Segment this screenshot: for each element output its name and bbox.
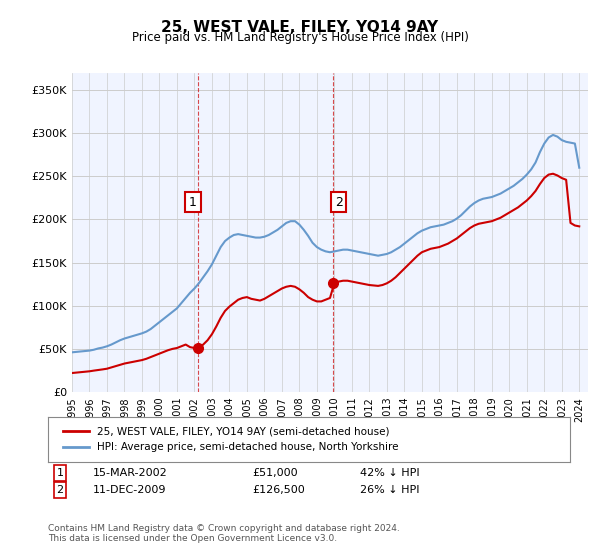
Text: 11-DEC-2009: 11-DEC-2009 bbox=[93, 485, 167, 495]
Text: £126,500: £126,500 bbox=[252, 485, 305, 495]
Text: 2: 2 bbox=[56, 485, 64, 495]
Text: 15-MAR-2002: 15-MAR-2002 bbox=[93, 468, 168, 478]
Text: 1: 1 bbox=[189, 195, 197, 209]
Text: 1: 1 bbox=[56, 468, 64, 478]
Text: 26% ↓ HPI: 26% ↓ HPI bbox=[360, 485, 419, 495]
Legend: 25, WEST VALE, FILEY, YO14 9AY (semi-detached house), HPI: Average price, semi-d: 25, WEST VALE, FILEY, YO14 9AY (semi-det… bbox=[58, 423, 403, 456]
Text: Price paid vs. HM Land Registry's House Price Index (HPI): Price paid vs. HM Land Registry's House … bbox=[131, 31, 469, 44]
Text: 25, WEST VALE, FILEY, YO14 9AY: 25, WEST VALE, FILEY, YO14 9AY bbox=[161, 20, 439, 35]
Text: Contains HM Land Registry data © Crown copyright and database right 2024.
This d: Contains HM Land Registry data © Crown c… bbox=[48, 524, 400, 543]
Text: 2: 2 bbox=[335, 195, 343, 209]
Text: 42% ↓ HPI: 42% ↓ HPI bbox=[360, 468, 419, 478]
Text: £51,000: £51,000 bbox=[252, 468, 298, 478]
